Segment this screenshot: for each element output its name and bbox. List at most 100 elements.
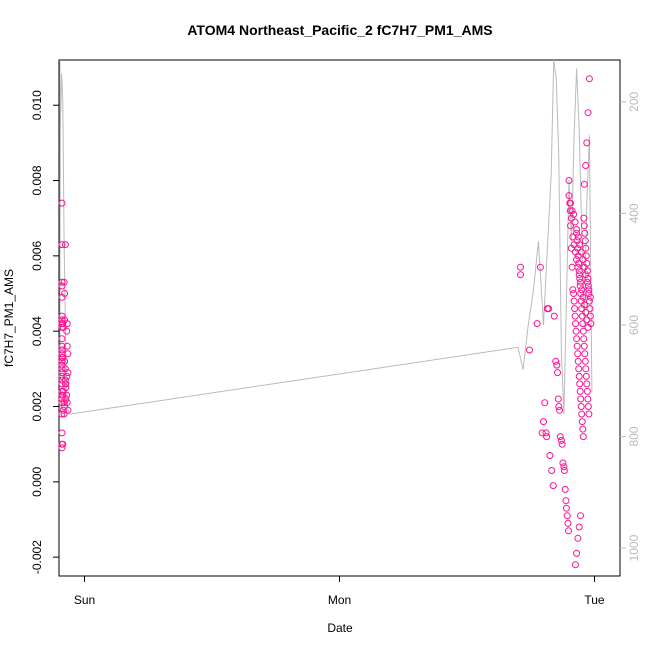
data-point — [58, 365, 66, 373]
data-point — [584, 109, 592, 117]
data-point — [575, 372, 583, 380]
data-point — [582, 365, 590, 373]
data-point — [549, 482, 557, 490]
data-point — [562, 497, 570, 505]
data-point — [60, 399, 68, 407]
data-point — [583, 380, 591, 388]
data-point — [62, 384, 70, 392]
y2-tick-label-3: 800 — [627, 426, 641, 446]
data-point — [542, 429, 550, 437]
data-point — [584, 403, 592, 410]
data-point — [577, 403, 585, 410]
data-point — [536, 263, 544, 271]
data-point — [576, 275, 584, 282]
data-point — [573, 342, 581, 350]
data-point — [582, 244, 590, 252]
data-point — [62, 395, 70, 403]
data-point — [545, 305, 553, 313]
data-point — [554, 369, 561, 377]
data-point — [580, 214, 588, 222]
data-point — [585, 297, 593, 305]
data-point — [577, 512, 584, 520]
data-point — [553, 361, 561, 369]
data-point — [58, 241, 66, 249]
data-point — [550, 312, 558, 320]
x-tick-label-0: Sun — [74, 593, 95, 607]
data-point — [584, 275, 592, 282]
data-point — [583, 278, 591, 286]
data-point — [582, 162, 590, 169]
y-tick-label-6: 0.010 — [30, 90, 44, 120]
data-point — [582, 271, 590, 279]
data-point — [58, 429, 66, 437]
data-point — [63, 342, 71, 350]
data-point — [562, 504, 570, 512]
data-point — [571, 305, 579, 313]
data-point — [579, 425, 587, 433]
data-point — [579, 293, 587, 301]
data-point — [578, 305, 586, 313]
data-point — [58, 312, 66, 320]
y2-tick-label-2: 600 — [627, 315, 641, 335]
y-tick-label-3: 0.004 — [30, 316, 44, 346]
data-point — [570, 290, 578, 297]
x-tick-label-2: Tue — [584, 593, 605, 607]
data-point — [578, 410, 586, 418]
data-point — [575, 523, 583, 531]
data-point — [579, 433, 587, 441]
data-point — [583, 387, 591, 395]
data-point — [62, 380, 70, 388]
data-point — [567, 199, 574, 207]
data-point — [552, 357, 560, 365]
data-point — [574, 252, 582, 260]
data-point — [580, 222, 588, 230]
data-point — [560, 467, 568, 474]
data-point — [580, 342, 588, 350]
data-point — [585, 410, 593, 418]
data-point — [559, 459, 567, 467]
data-point — [573, 226, 581, 233]
data-point — [568, 214, 575, 222]
data-point — [577, 278, 584, 286]
data-point — [574, 233, 582, 241]
data-point — [59, 440, 67, 448]
y-tick-label-1: 0.000 — [30, 466, 44, 496]
data-point — [59, 406, 67, 414]
data-point — [586, 305, 594, 313]
data-point — [577, 395, 585, 403]
data-point — [571, 218, 579, 226]
y-axis: -0.002 0.000 0.002 0.004 0.006 0.008 0.010 — [30, 90, 59, 574]
data-point — [586, 293, 594, 301]
data-point — [541, 399, 549, 407]
data-point — [586, 312, 594, 320]
data-point — [577, 290, 585, 297]
data-point — [568, 263, 576, 271]
data-point — [574, 350, 582, 358]
data-point — [64, 406, 72, 414]
data-point — [581, 229, 589, 237]
data-point — [573, 549, 581, 557]
data-point — [570, 297, 578, 305]
data-point — [563, 512, 571, 520]
data-point — [58, 316, 66, 324]
data-point — [569, 286, 577, 294]
data-point — [558, 440, 566, 448]
data-point — [58, 335, 66, 343]
data-point — [569, 233, 577, 241]
data-point — [580, 263, 588, 271]
data-point — [578, 286, 586, 294]
y-axis-label: fC7H7_PM1_AMS — [2, 269, 16, 367]
data-point — [585, 286, 593, 294]
data-point — [63, 391, 71, 399]
data-point — [61, 241, 69, 249]
data-point — [61, 290, 69, 297]
plot-frame — [58, 59, 621, 577]
series-line — [59, 59, 593, 415]
data-point — [572, 327, 580, 335]
data-point — [58, 395, 66, 403]
data-point — [585, 75, 593, 83]
data-point — [59, 320, 67, 328]
data-point — [571, 312, 579, 320]
data-point — [579, 327, 587, 335]
